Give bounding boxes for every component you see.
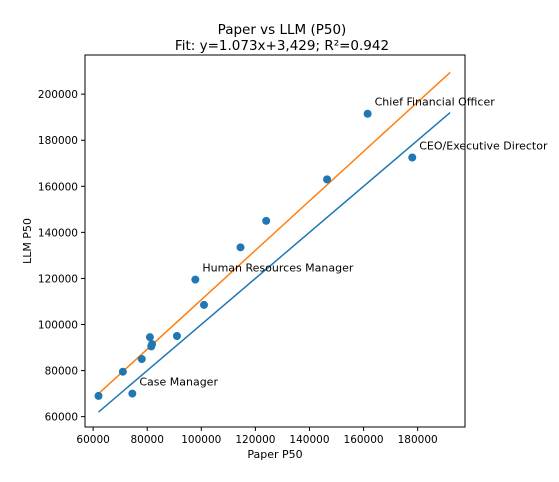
fit-line: [98, 71, 451, 395]
data-point: [262, 216, 271, 225]
data-point: [118, 367, 127, 376]
x-tick-label: 100000: [181, 434, 221, 446]
y-tick-label: 160000: [38, 181, 78, 193]
x-tick-label: 160000: [344, 434, 384, 446]
x-tick-label: 60000: [76, 434, 109, 446]
point-annotation: Human Resources Manager: [202, 262, 354, 275]
y-tick-label: 100000: [38, 319, 78, 331]
data-point: [200, 300, 209, 309]
x-tick-label: 120000: [235, 434, 275, 446]
x-axis: 60000 80000 100000 120000 140000 160000 180000: [76, 427, 438, 446]
x-tick-label: 140000: [289, 434, 329, 446]
x-tick-label: 80000: [131, 434, 164, 446]
identity-line: [98, 112, 451, 413]
data-point: [148, 340, 157, 349]
data-point: [94, 391, 103, 400]
data-point: [145, 333, 154, 342]
data-point: [323, 175, 332, 184]
data-point: [191, 275, 200, 284]
y-tick-label: 80000: [45, 366, 78, 378]
data-point: [363, 109, 372, 118]
x-axis-label: Paper P50: [247, 448, 302, 461]
point-annotation: CEO/Executive Director: [419, 140, 548, 153]
data-point: [408, 153, 417, 162]
y-axis: 60000 80000 100000 120000 140000 160000 180000…: [38, 89, 85, 424]
point-annotation: Case Manager: [139, 376, 218, 389]
chart-subtitle: Fit: y=1.073x+3,429; R²=0.942: [175, 38, 389, 54]
data-point: [236, 243, 245, 252]
point-annotation: Chief Financial Officer: [375, 96, 496, 109]
data-point: [137, 355, 146, 364]
y-tick-label: 180000: [38, 135, 78, 147]
data-point: [172, 332, 181, 341]
x-tick-label: 180000: [398, 434, 438, 446]
y-tick-label: 120000: [38, 273, 78, 285]
chart-title: Paper vs LLM (P50): [218, 22, 347, 38]
data-point: [128, 389, 137, 398]
y-axis-label: LLM P50: [21, 218, 34, 264]
y-tick-label: 140000: [38, 227, 78, 239]
plot-area: Chief Financial Officer CEO/Executive Dir…: [94, 71, 548, 413]
y-tick-label: 200000: [38, 89, 78, 101]
plot-frame: [84, 54, 466, 428]
y-tick-label: 60000: [45, 412, 78, 424]
